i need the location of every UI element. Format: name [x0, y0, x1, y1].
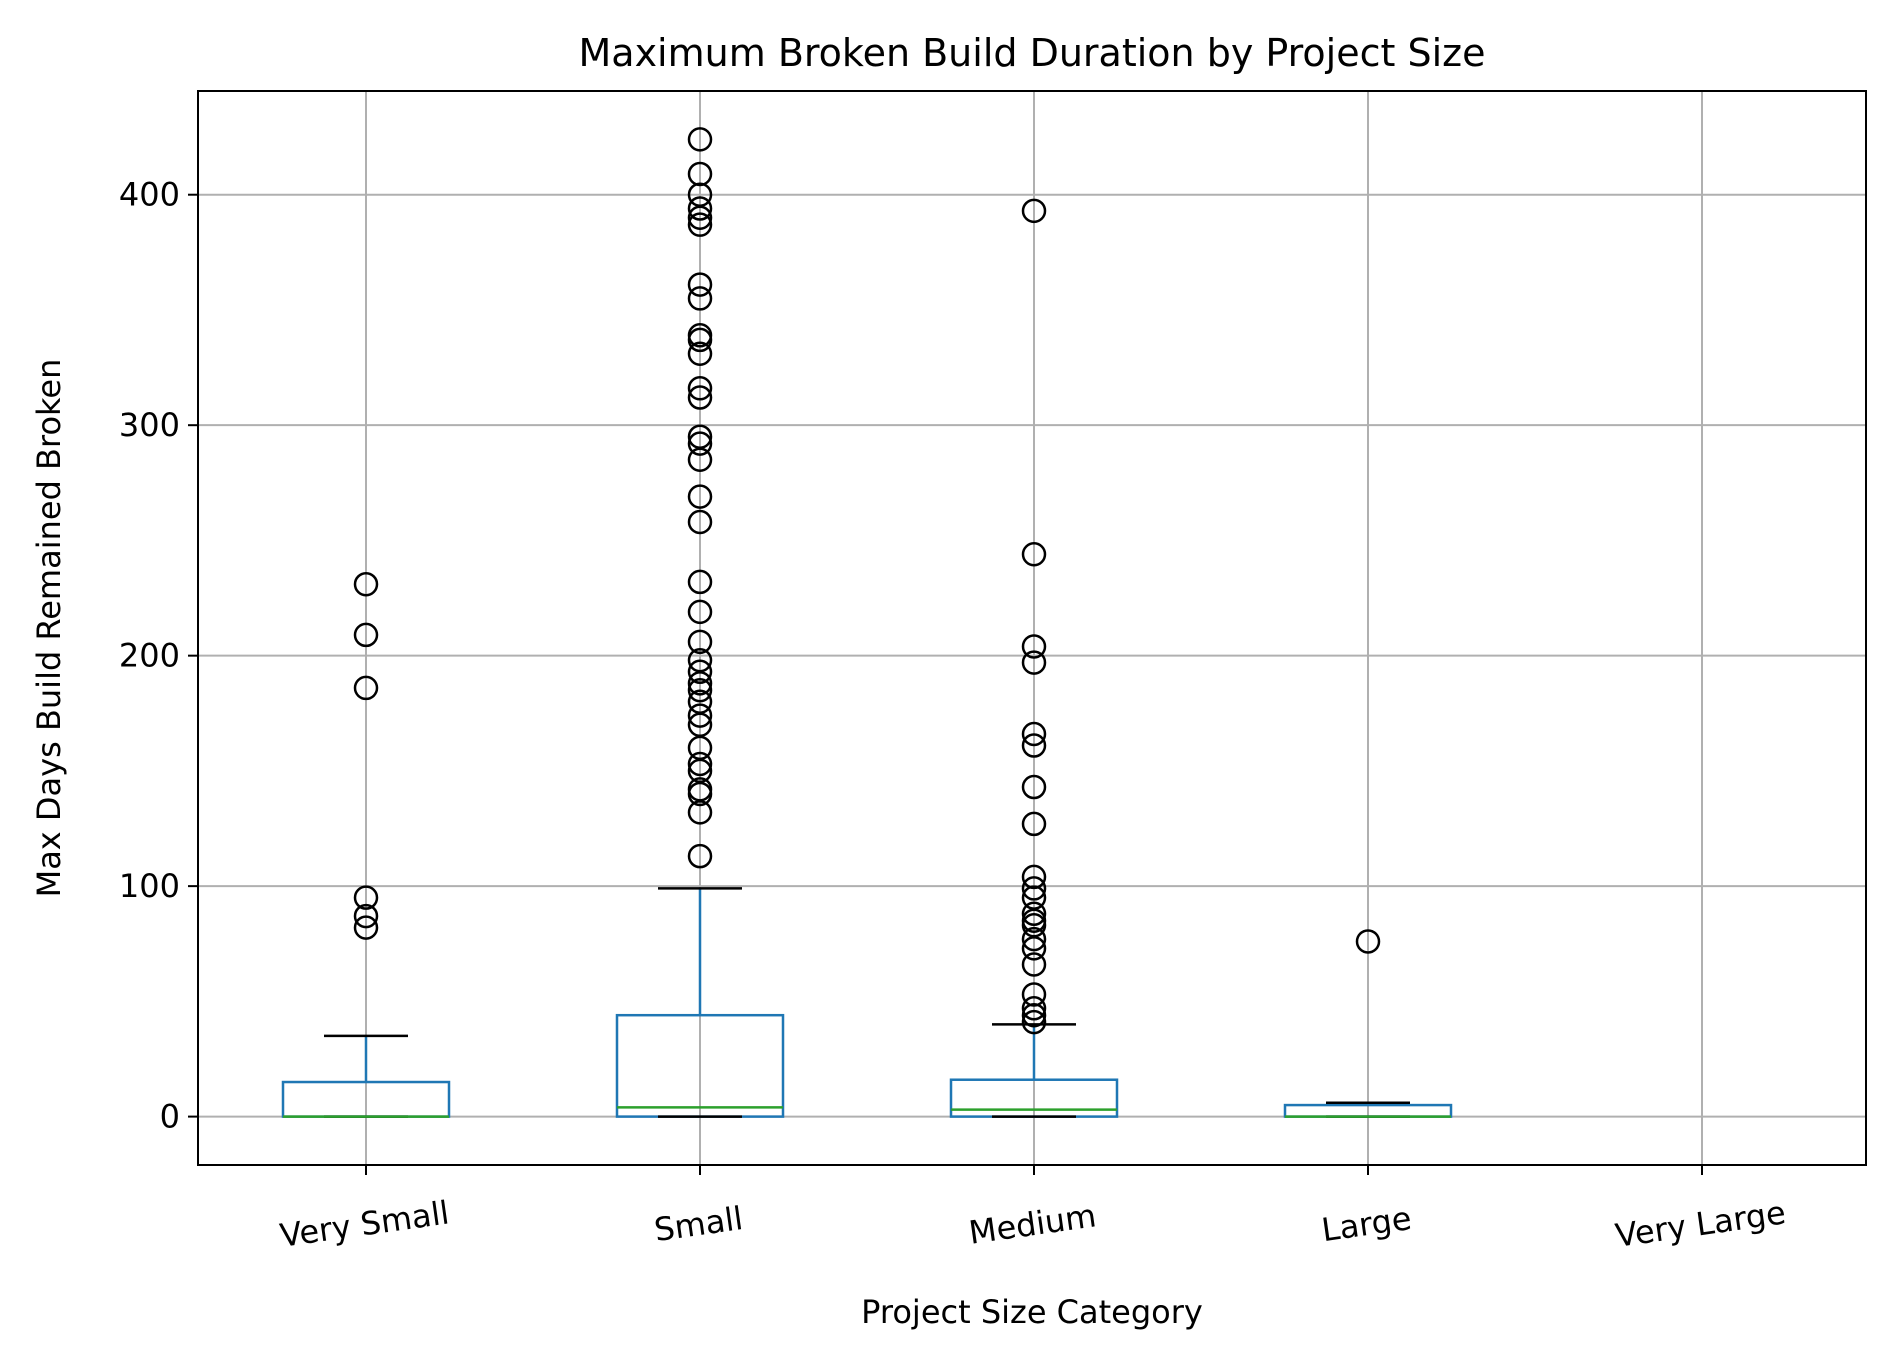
outlier-point [353, 885, 379, 910]
outlier-point [687, 161, 713, 187]
y-tick-label: 100 [119, 867, 180, 905]
outlier-point [1021, 901, 1047, 927]
outlier-point [687, 843, 713, 869]
outlier-point [687, 424, 713, 449]
outlier-point [1021, 996, 1047, 1021]
outlier-point [353, 571, 379, 597]
outlier-point [687, 569, 713, 595]
outlier-point [687, 431, 713, 456]
y-tick-label: 300 [119, 406, 180, 444]
outlier-point [1021, 541, 1047, 567]
boxes-layer [281, 887, 1453, 1118]
outlier-point [1021, 634, 1047, 659]
y-tick-label: 200 [119, 637, 180, 675]
outlier-point [687, 677, 713, 703]
outlier-point [1021, 926, 1047, 952]
outlier-point [687, 323, 713, 348]
outlier-point [687, 629, 713, 655]
outliers-layer [353, 127, 1381, 1035]
outlier-point [1021, 1002, 1047, 1028]
outlier-point [1021, 864, 1047, 890]
y-axis-label: Max Days Build Remained Broken [30, 359, 68, 898]
outlier-point [687, 703, 713, 728]
outlier-point [353, 915, 379, 940]
outlier-point [687, 484, 713, 509]
outlier-point [353, 903, 379, 929]
chart-title: Maximum Broken Build Duration by Project… [579, 31, 1486, 75]
outlier-point [687, 341, 713, 366]
y-axis: 0 100 200 300 400 [119, 176, 198, 1136]
y-tick-label: 400 [119, 176, 180, 214]
outlier-point [1021, 650, 1047, 675]
outlier-point [353, 622, 379, 648]
outlier-point [687, 509, 713, 535]
outlier-point [1021, 774, 1047, 800]
outlier-point [687, 689, 713, 715]
outlier-point [687, 777, 713, 802]
outlier-point [687, 272, 713, 297]
outlier-point [687, 196, 713, 221]
outlier-point [1021, 811, 1047, 837]
outlier-point [1021, 1009, 1047, 1035]
outlier-point [1021, 733, 1047, 758]
outlier-point [687, 182, 713, 207]
y-tick-label: 0 [160, 1098, 180, 1136]
plot-frame [197, 90, 1867, 1166]
outlier-point [687, 659, 713, 685]
outlier-point [687, 127, 713, 152]
outlier-point [687, 385, 713, 410]
outlier-point [687, 212, 713, 237]
outlier-point [1021, 952, 1047, 977]
outlier-point [687, 648, 713, 673]
outlier-point [353, 675, 379, 701]
outlier-point [1021, 721, 1047, 747]
outlier-point [1021, 885, 1047, 910]
outlier-point [687, 376, 713, 401]
outlier-point [687, 286, 713, 311]
outlier-point [1355, 929, 1381, 954]
gridlines [198, 91, 1866, 1165]
outlier-point [687, 751, 713, 777]
outlier-point [1021, 876, 1047, 901]
outlier-point [1021, 198, 1047, 224]
outlier-point [1021, 982, 1047, 1007]
x-axis-label: Project Size Category [861, 1293, 1203, 1331]
outlier-point [687, 599, 713, 625]
